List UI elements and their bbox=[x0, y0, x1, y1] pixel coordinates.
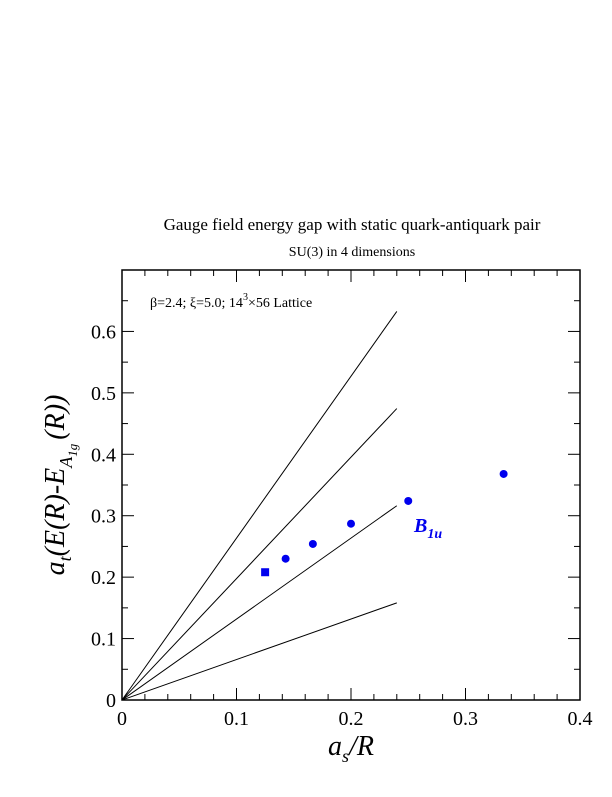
data-point-square bbox=[261, 568, 270, 577]
y-axis-label: at(E(R)-EA1g(R)) bbox=[40, 395, 80, 576]
x-tick-label: 0.1 bbox=[224, 708, 249, 730]
y-tick-labels: 0 0.1 0.2 0.3 0.4 0.5 0.6 bbox=[91, 321, 116, 712]
x-tick-label: 0.3 bbox=[453, 708, 478, 730]
x-axis-label: as/R bbox=[328, 731, 374, 766]
chart-title: Gauge field energy gap with static quark… bbox=[164, 215, 541, 234]
x-tick-label: 0.2 bbox=[339, 708, 364, 730]
data-point bbox=[308, 539, 317, 548]
data-point bbox=[499, 469, 508, 478]
x-tick-label: 0 bbox=[117, 708, 127, 730]
axis-ticks bbox=[121, 269, 581, 701]
chart-subtitle: SU(3) in 4 dimensions bbox=[289, 245, 415, 260]
y-tick-label: 0.3 bbox=[91, 506, 116, 528]
data-point bbox=[281, 554, 290, 563]
reference-line-3 bbox=[121, 505, 398, 701]
data-point bbox=[404, 496, 413, 505]
y-tick-label: 0.4 bbox=[91, 444, 116, 466]
series-label-b1u: B1u bbox=[413, 515, 442, 542]
y-tick-label: 0 bbox=[106, 690, 116, 712]
lattice-annotation: β=2.4; ξ=5.0; 143×56 Lattice bbox=[150, 292, 312, 311]
data-point bbox=[347, 519, 355, 528]
y-tick-label: 0.6 bbox=[91, 321, 116, 343]
reference-line-2 bbox=[121, 408, 398, 701]
reference-lines bbox=[121, 311, 398, 701]
reference-line-4 bbox=[121, 602, 397, 701]
y-tick-label: 0.2 bbox=[91, 567, 116, 589]
y-tick-label: 0.5 bbox=[91, 383, 116, 405]
x-tick-labels: 0 0.1 0.2 0.3 0.4 bbox=[117, 708, 593, 730]
reference-line-1 bbox=[121, 311, 398, 701]
data-points bbox=[261, 469, 508, 577]
y-tick-label: 0.1 bbox=[91, 629, 116, 651]
plot-frame bbox=[121, 269, 581, 701]
x-tick-label: 0.4 bbox=[568, 708, 593, 730]
